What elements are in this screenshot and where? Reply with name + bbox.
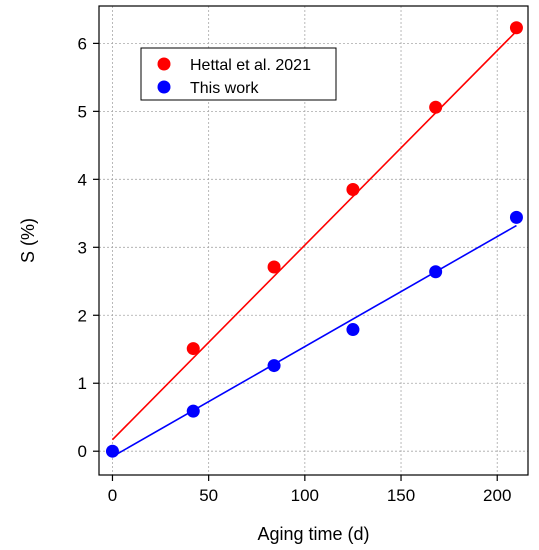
point-hettal-3 (429, 100, 443, 114)
point-this-work-1 (186, 404, 200, 418)
fit-line-hettal (111, 30, 518, 441)
y-tick-label-1: 1 (78, 374, 87, 393)
point-hettal-4 (509, 21, 523, 35)
y-tick-label-2: 2 (78, 306, 87, 325)
x-tick-label-150: 150 (387, 486, 415, 505)
legend-marker-this-work (157, 80, 171, 94)
legend-marker-hettal (157, 57, 171, 71)
point-this-work-5 (509, 210, 523, 224)
axis-ticks: 0 50 100 150 200 0 1 2 3 4 5 6 (78, 34, 512, 505)
fit-lines (111, 30, 518, 458)
point-this-work-2 (267, 359, 281, 373)
y-tick-label-6: 6 (78, 34, 87, 53)
grid-lines (99, 6, 528, 475)
point-hettal-0 (186, 342, 200, 356)
x-tick-label-50: 50 (199, 486, 218, 505)
y-tick-label-4: 4 (78, 170, 87, 189)
y-tick-label-5: 5 (78, 102, 87, 121)
x-tick-label-200: 200 (483, 486, 511, 505)
legend-label-this-work: This work (190, 80, 259, 97)
x-axis-label: Aging time (d) (257, 524, 369, 544)
point-this-work-3 (346, 323, 360, 337)
x-tick-label-100: 100 (291, 486, 319, 505)
point-hettal-1 (267, 260, 281, 274)
point-this-work-4 (429, 265, 443, 279)
point-hettal-2 (346, 183, 360, 197)
legend-box (140, 47, 337, 101)
data-points (105, 21, 523, 458)
x-tick-label-0: 0 (108, 486, 117, 505)
y-tick-label-0: 0 (78, 442, 87, 461)
y-tick-label-3: 3 (78, 238, 87, 257)
plot-frame (98, 5, 529, 476)
legend-label-hettal: Hettal et al. 2021 (190, 57, 311, 74)
point-this-work-0 (105, 444, 119, 458)
fit-line-this-work (112, 224, 517, 458)
y-axis-label: S (%) (18, 218, 38, 263)
legend: Hettal et al. 2021 This work (140, 47, 337, 101)
